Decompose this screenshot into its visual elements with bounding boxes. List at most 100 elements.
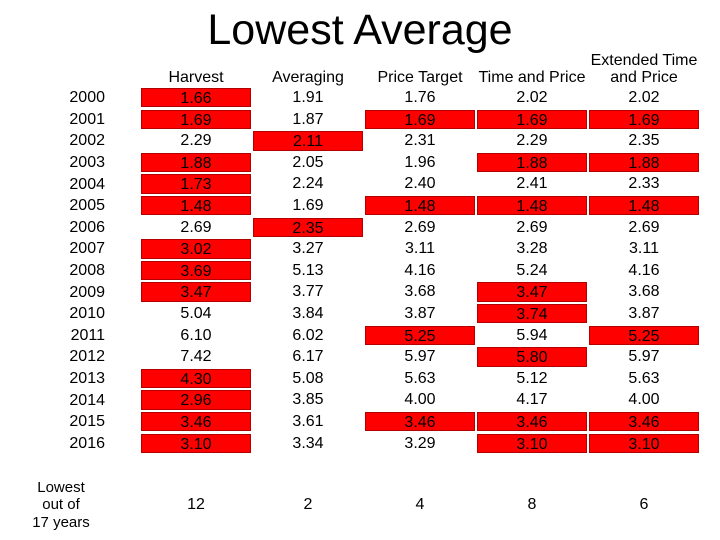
table-row: 2000 1.66 1.91 1.76 2.02 2.02: [0, 87, 699, 109]
column-header-time-and-price: Time and Price: [477, 69, 587, 86]
highlighted-value-cell: 3.69: [141, 260, 251, 281]
value-cell: 4.16: [628, 261, 660, 279]
year-label: 2010: [69, 305, 105, 323]
value-cell: 5.97: [404, 348, 436, 366]
highlighted-value-cell: 2.96: [141, 390, 251, 410]
year-label: 2001: [69, 110, 105, 128]
value-cell: 2.41: [516, 175, 548, 193]
value-cell: 4.17: [516, 391, 548, 409]
value-cell: 2.24: [292, 175, 324, 193]
highlighted-value-cell: 5.80: [477, 347, 587, 367]
year-label: 2015: [69, 413, 105, 431]
value-cell: 3.29: [404, 434, 436, 452]
value-cell: 2.69: [628, 218, 660, 236]
summary-count-averaging: 2: [303, 496, 313, 513]
year-label: 2012: [69, 348, 105, 366]
highlighted-value-cell: 5.25: [589, 325, 699, 346]
table-row: 2010 5.04 3.84 3.87 3.74 3.87: [0, 303, 699, 325]
value-cell: 3.84: [292, 305, 324, 323]
column-header-line: Averaging: [272, 69, 344, 86]
year-label: 2013: [69, 370, 105, 388]
year-label: 2000: [69, 89, 105, 107]
summary-count-extended-time-and-price: 6: [639, 496, 649, 513]
highlighted-value-cell: 3.46: [477, 412, 587, 432]
value-cell: 2.29: [516, 132, 548, 150]
summary-count-harvest: 12: [187, 496, 205, 513]
value-cell: 6.02: [292, 326, 324, 344]
table-row: 2007 3.02 3.27 3.11 3.28 3.11: [0, 238, 699, 260]
highlighted-value-cell: 1.48: [589, 196, 699, 216]
value-cell: 3.28: [516, 240, 548, 258]
value-cell: 3.11: [629, 240, 659, 258]
value-cell: 3.68: [628, 283, 660, 301]
value-cell: 7.42: [180, 348, 212, 366]
year-label: 2014: [69, 391, 105, 409]
table-row: 2014 2.96 3.85 4.00 4.17 4.00: [0, 389, 699, 411]
value-cell: 5.97: [628, 348, 660, 366]
highlighted-value-cell: 3.46: [365, 412, 475, 432]
value-cell: 2.02: [628, 89, 660, 107]
table-row: 2013 4.30 5.08 5.63 5.12 5.63: [0, 368, 699, 390]
highlighted-value-cell: 1.48: [141, 196, 251, 216]
column-header-line: and Price: [610, 69, 678, 86]
value-cell: 5.08: [292, 369, 324, 387]
column-header-line: Harvest: [168, 69, 224, 86]
table-row: 2002 2.29 2.11 2.31 2.29 2.35: [0, 130, 699, 152]
summary-count-time-and-price: 8: [527, 496, 537, 513]
value-cell: 2.69: [404, 218, 436, 236]
table-row: 2016 3.10 3.34 3.29 3.10 3.10: [0, 433, 699, 455]
value-cell: 5.94: [516, 326, 548, 344]
value-cell: 5.13: [292, 261, 324, 279]
value-cell: 3.87: [404, 305, 436, 323]
summary-count-price-target: 4: [415, 496, 425, 513]
highlighted-value-cell: 1.48: [477, 196, 587, 216]
year-label: 2004: [69, 175, 105, 193]
highlighted-value-cell: 1.69: [141, 109, 251, 130]
summary-label-line: 17 years: [32, 513, 90, 531]
value-cell: 4.00: [628, 391, 660, 409]
highlighted-value-cell: 1.69: [589, 109, 699, 130]
value-cell: 4.00: [404, 391, 436, 409]
value-cell: 1.76: [404, 89, 436, 107]
value-cell: 3.27: [292, 240, 324, 258]
year-label: 2002: [69, 132, 105, 150]
data-table: 2000 1.66 1.91 1.76 2.02 2.02 2001 1.69 1.87 1.69…: [0, 87, 699, 454]
highlighted-value-cell: 3.10: [589, 433, 699, 453]
table-row: 2008 3.69 5.13 4.16 5.24 4.16: [0, 260, 699, 282]
year-label: 2008: [69, 262, 105, 280]
highlighted-value-cell: 3.10: [141, 433, 251, 453]
highlighted-value-cell: 4.30: [141, 368, 251, 389]
value-cell: 1.69: [292, 197, 324, 215]
year-label: 2006: [69, 218, 105, 236]
table-row: 2009 3.47 3.77 3.68 3.47 3.68: [0, 281, 699, 303]
year-label: 2009: [69, 283, 105, 301]
summary-row: Lowest out of 17 years 12 2 4 8 6: [0, 479, 699, 531]
value-cell: 2.40: [404, 175, 436, 193]
highlighted-value-cell: 2.11: [253, 131, 363, 151]
value-cell: 6.17: [292, 348, 324, 366]
table-header-row: Harvest Averaging Price Target Time and Pri…: [0, 50, 699, 86]
highlighted-value-cell: 1.69: [365, 109, 475, 130]
summary-label-line: out of: [42, 496, 80, 514]
table-row: 2011 6.10 6.02 5.25 5.94 5.25: [0, 325, 699, 347]
value-cell: 3.77: [292, 283, 324, 301]
value-cell: 6.10: [180, 326, 212, 344]
highlighted-value-cell: 3.02: [141, 239, 251, 259]
highlighted-value-cell: 3.47: [477, 282, 587, 302]
value-cell: 3.11: [405, 240, 435, 258]
value-cell: 3.61: [292, 413, 324, 430]
highlighted-value-cell: 1.88: [589, 152, 699, 173]
highlighted-value-cell: 1.73: [141, 174, 251, 194]
highlighted-value-cell: 1.88: [477, 152, 587, 173]
value-cell: 5.24: [516, 261, 548, 279]
value-cell: 2.02: [516, 89, 548, 107]
table-row: 2003 1.88 2.05 1.96 1.88 1.88: [0, 152, 699, 174]
year-label: 2003: [69, 154, 105, 172]
value-cell: 2.69: [516, 218, 548, 236]
highlighted-value-cell: 3.47: [141, 282, 251, 302]
value-cell: 3.87: [628, 305, 660, 323]
year-label: 2016: [69, 434, 105, 452]
highlighted-value-cell: 3.74: [477, 304, 587, 324]
highlighted-value-cell: 3.10: [477, 433, 587, 453]
